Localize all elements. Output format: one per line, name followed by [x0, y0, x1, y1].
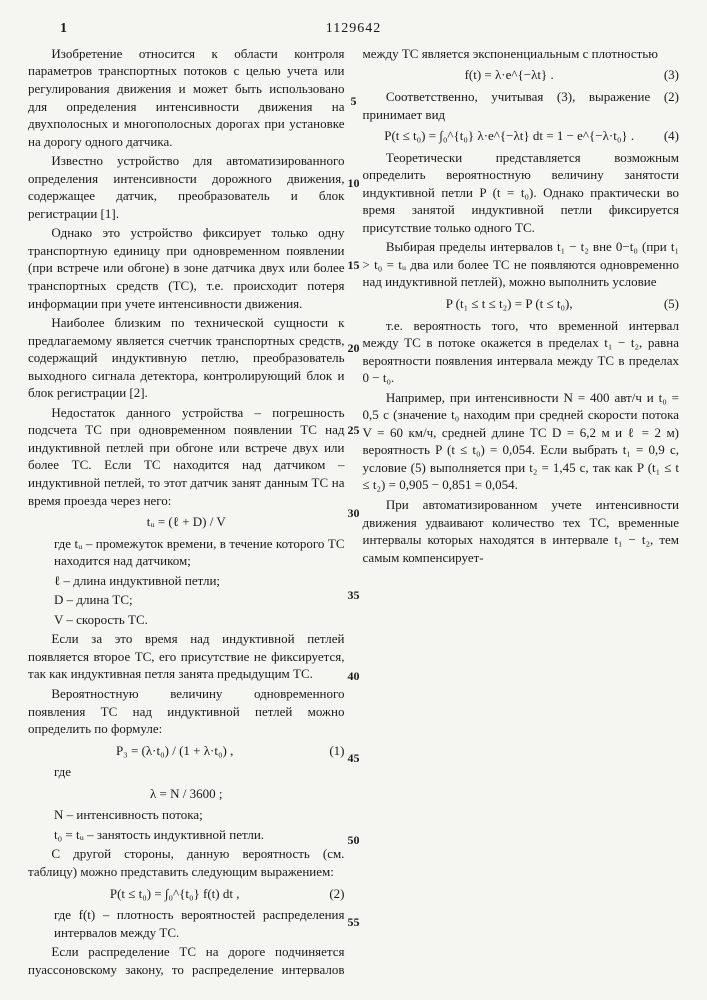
formula-body: P(t ≤ t₀) = ∫₀^{t₀} f(t) dt ,	[110, 886, 240, 901]
equation-number: (5)	[664, 295, 679, 313]
line-number: 10	[348, 175, 360, 191]
page-number: 1129642	[28, 20, 679, 39]
where-line: V – скорость ТС.	[54, 611, 345, 629]
line-number: 25	[348, 422, 360, 438]
line-number: 20	[348, 340, 360, 356]
line-number: 45	[348, 750, 360, 766]
where-line: где tᵤ – промежуток времени, в течение к…	[54, 535, 345, 570]
paragraph: т.е. вероятность того, что временной инт…	[363, 317, 680, 387]
where-line: где	[54, 763, 345, 781]
paragraph: Изобретение относится к области контроля…	[28, 45, 345, 150]
line-number: 55	[348, 914, 360, 930]
where-line: ℓ – длина индуктивной петли;	[54, 572, 345, 590]
paragraph: Вероятностную величину одновременного по…	[28, 685, 345, 738]
line-number: 40	[348, 668, 360, 684]
paragraph: Если за это время над индуктивной петлей…	[28, 630, 345, 683]
paragraph: С другой стороны, данную вероятность (см…	[28, 845, 345, 880]
paragraph: Теоретически представляется возможным оп…	[363, 149, 680, 237]
line-number: 30	[348, 505, 360, 521]
equation-number: (3)	[664, 66, 679, 84]
equation-number: (1)	[329, 742, 344, 760]
paragraph: Известно устройство для автоматизированн…	[28, 152, 345, 222]
formula: tᵤ = (ℓ + D) / V	[28, 513, 345, 531]
paragraph: Однако это устройство фиксирует только о…	[28, 224, 345, 312]
where-line: N – интенсивность потока;	[54, 806, 345, 824]
equation-number: (4)	[664, 127, 679, 145]
where-line: где f(t) – плотность вероятностей распре…	[54, 906, 345, 941]
line-number: 50	[348, 832, 360, 848]
where-line: D – длина ТС;	[54, 591, 345, 609]
paragraph: Выбирая пределы интервалов t₁ − t₂ вне 0…	[363, 238, 680, 291]
line-number: 35	[348, 587, 360, 603]
where-line: t₀ = tᵤ – занятость индуктивной петли.	[54, 826, 345, 844]
formula-body: P₃ = (λ·t₀) / (1 + λ·t₀) ,	[116, 743, 233, 758]
formula: P(t ≤ t₀) = ∫₀^{t₀} f(t) dt , (2)	[28, 885, 345, 903]
line-number: 15	[348, 257, 360, 273]
paragraph: Недостаток данного устройства – погрешно…	[28, 404, 345, 509]
formula: P (t₁ ≤ t ≤ t₂) = P (t ≤ t₀), (5)	[363, 295, 680, 313]
formula-body: f(t) = λ·e^{−λt} .	[465, 67, 554, 82]
line-number: 5	[351, 93, 357, 109]
col-left-number: 1	[60, 20, 67, 39]
formula-body: P (t₁ ≤ t ≤ t₂) = P (t ≤ t₀),	[446, 296, 573, 311]
paragraph: Наиболее близким по технической сущности…	[28, 314, 345, 402]
formula: P₃ = (λ·t₀) / (1 + λ·t₀) , (1)	[28, 742, 345, 760]
formula: λ = N / 3600 ;	[28, 785, 345, 803]
formula: f(t) = λ·e^{−λt} . (3)	[363, 66, 680, 84]
equation-number: (2)	[329, 885, 344, 903]
paragraph: Соответственно, учитывая (3), выражение …	[363, 88, 680, 123]
formula: P(t ≤ t₀) = ∫₀^{t₀} λ·e^{−λt} dt = 1 − e…	[363, 127, 680, 145]
page: 1 1129642 Изобретение относится к област…	[0, 0, 707, 1000]
formula-body: P(t ≤ t₀) = ∫₀^{t₀} λ·e^{−λt} dt = 1 − e…	[384, 128, 634, 143]
paragraph: При автоматизированном учете интенсивнос…	[363, 496, 680, 566]
paragraph: Например, при интенсивности N = 400 авт/…	[363, 389, 680, 494]
